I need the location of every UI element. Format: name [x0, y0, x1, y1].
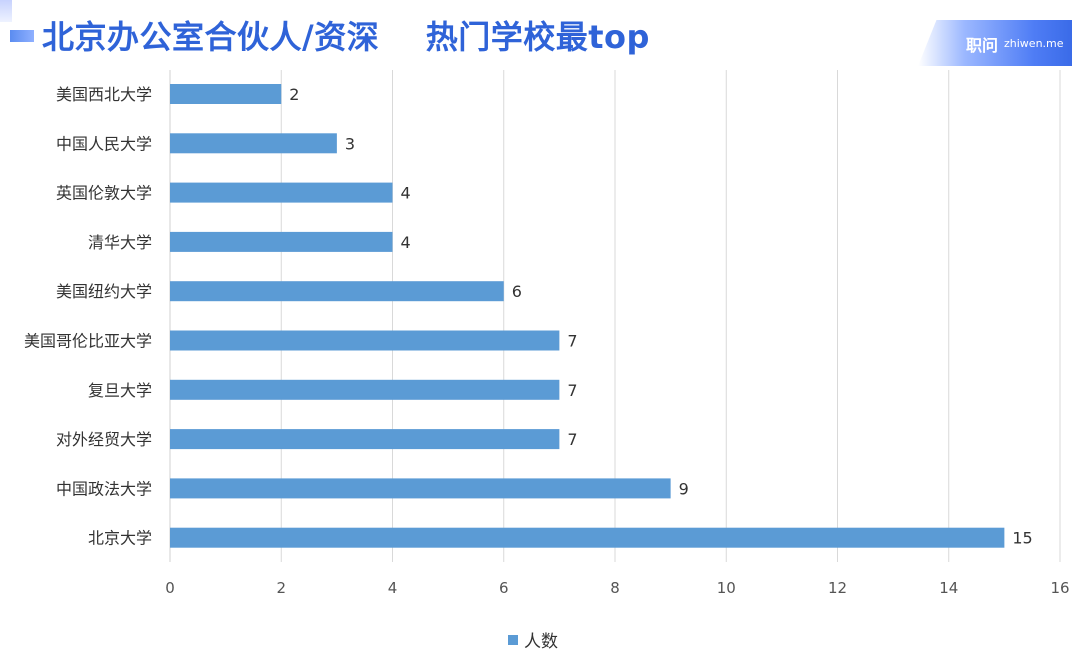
- bar: [170, 330, 560, 351]
- legend: 人数: [508, 627, 558, 650]
- category-label: 美国纽约大学: [56, 282, 152, 301]
- bar: [170, 379, 560, 400]
- category-label: 清华大学: [88, 233, 152, 252]
- category-label: 美国哥伦比亚大学: [24, 332, 152, 351]
- bar: [170, 478, 671, 499]
- category-label: 中国人民大学: [56, 134, 152, 153]
- x-tick-label: 12: [828, 579, 847, 597]
- x-tick-label: 8: [610, 579, 620, 597]
- chart-title: 北京办公室合伙人/资深 热门学校最top: [42, 18, 650, 56]
- brand-badge: 职问 zhiwen.me: [918, 20, 1072, 66]
- bar: [170, 527, 1005, 548]
- data-label: 9: [679, 479, 689, 498]
- data-label: 7: [567, 430, 577, 449]
- x-tick-label: 2: [276, 579, 286, 597]
- bar: [170, 281, 504, 302]
- corner-decoration: [0, 0, 12, 22]
- x-tick-label: 4: [388, 579, 398, 597]
- title-accent-bar: [10, 30, 34, 42]
- category-label: 英国伦敦大学: [56, 184, 152, 203]
- data-label: 6: [512, 282, 522, 301]
- category-label: 复旦大学: [88, 381, 152, 400]
- data-label: 3: [345, 134, 355, 153]
- data-label: 2: [289, 85, 299, 104]
- bar: [170, 231, 393, 252]
- data-label: 7: [567, 332, 577, 351]
- category-label: 中国政法大学: [56, 479, 152, 498]
- data-label: 4: [401, 233, 411, 252]
- x-tick-label: 0: [165, 579, 175, 597]
- category-label: 北京大学: [88, 529, 152, 548]
- data-label: 15: [1012, 529, 1032, 548]
- data-label: 7: [567, 381, 577, 400]
- x-tick-label: 10: [717, 579, 736, 597]
- brand-name: 职问: [966, 36, 999, 55]
- category-label: 美国西北大学: [56, 85, 152, 104]
- brand-url: zhiwen.me: [1004, 37, 1064, 50]
- bar: [170, 182, 393, 203]
- bar: [170, 84, 282, 104]
- bar: [170, 429, 560, 450]
- legend-swatch: [508, 634, 518, 645]
- data-label: 4: [401, 184, 411, 203]
- x-tick-label: 14: [939, 579, 958, 597]
- category-label: 对外经贸大学: [56, 430, 152, 449]
- bar: [170, 133, 337, 154]
- x-tick-label: 6: [499, 579, 509, 597]
- x-tick-label: 16: [1050, 579, 1069, 597]
- legend-label: 人数: [524, 632, 558, 650]
